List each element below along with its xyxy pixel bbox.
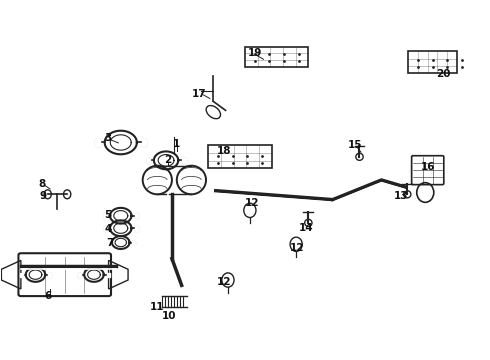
Bar	[95, 139, 100, 146]
Text: 13: 13	[393, 191, 408, 201]
Text: 14: 14	[298, 222, 313, 233]
Bar	[142, 139, 147, 146]
Text: 15: 15	[347, 140, 362, 150]
Bar	[208, 145, 272, 168]
Text: 9: 9	[39, 191, 47, 201]
Text: 17: 17	[192, 89, 206, 99]
Text: 3: 3	[104, 133, 111, 143]
Text: 5: 5	[104, 210, 112, 220]
Bar	[95, 139, 100, 146]
Text: 2: 2	[164, 155, 171, 165]
Text: 19: 19	[247, 48, 262, 58]
Bar	[142, 139, 147, 146]
Bar	[135, 226, 138, 231]
Text: 7: 7	[106, 238, 113, 248]
Bar	[107, 273, 110, 277]
Bar	[78, 273, 81, 277]
Text: 8: 8	[38, 179, 46, 189]
Bar	[103, 213, 107, 218]
Bar	[135, 213, 138, 218]
Bar	[103, 226, 107, 231]
Bar	[107, 240, 109, 244]
Bar	[48, 273, 51, 277]
Bar	[147, 158, 150, 163]
Bar	[78, 273, 81, 277]
Text: 4: 4	[104, 224, 112, 234]
Bar	[408, 51, 457, 73]
Text: 18: 18	[217, 146, 232, 156]
Bar	[147, 158, 150, 163]
Text: 12: 12	[245, 198, 260, 208]
Bar	[245, 47, 308, 67]
Text: 1: 1	[173, 139, 180, 149]
Bar	[107, 240, 109, 244]
Text: 6: 6	[44, 291, 51, 301]
Bar	[48, 273, 51, 277]
Bar	[20, 273, 23, 277]
Bar	[135, 213, 138, 218]
Bar	[132, 240, 135, 244]
Text: 12: 12	[290, 243, 304, 253]
Bar	[103, 226, 107, 231]
Text: 12: 12	[217, 277, 232, 287]
Bar	[182, 158, 186, 163]
Bar	[132, 240, 135, 244]
Bar	[20, 273, 23, 277]
Bar	[103, 213, 107, 218]
Bar	[135, 226, 138, 231]
Text: 11: 11	[150, 302, 165, 312]
Text: 16: 16	[421, 162, 436, 172]
Text: 10: 10	[162, 311, 176, 321]
Text: 20: 20	[437, 68, 451, 78]
Bar	[182, 158, 186, 163]
Bar	[107, 273, 110, 277]
